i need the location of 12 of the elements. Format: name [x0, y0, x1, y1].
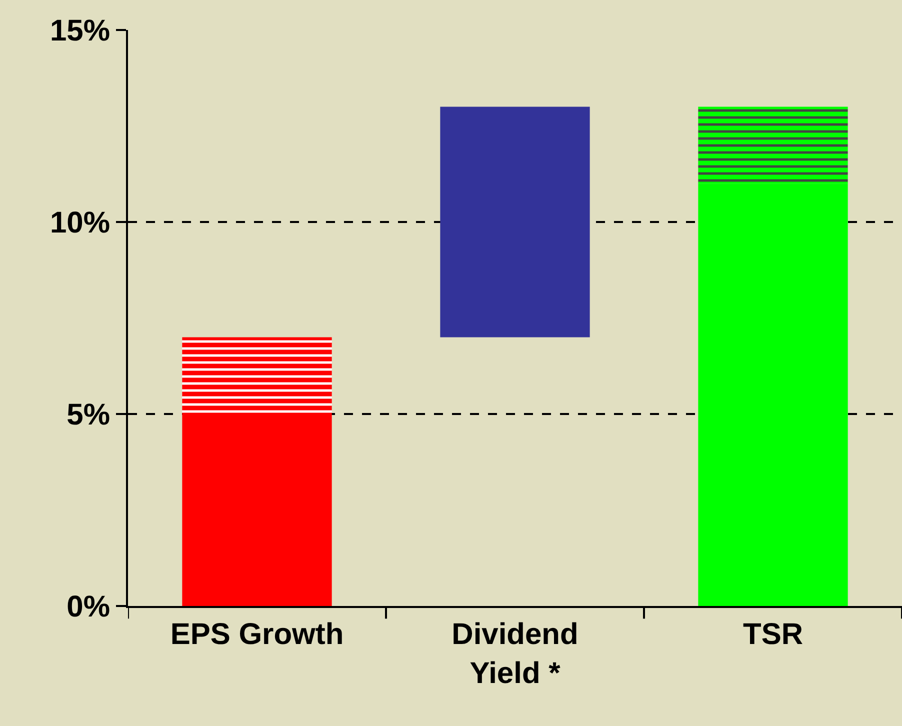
y-tick-label: 10% — [50, 206, 110, 240]
y-tick-label: 5% — [66, 398, 110, 432]
x-tick-label: EPS Growth — [170, 618, 344, 651]
bar — [182, 414, 332, 606]
bar — [440, 106, 590, 338]
bar — [698, 106, 848, 184]
y-tick-label: 0% — [66, 590, 110, 624]
x-tick-label: Dividend Yield * — [452, 618, 578, 690]
bar — [698, 184, 848, 606]
bar — [182, 337, 332, 414]
y-tick-label: 15% — [50, 14, 110, 48]
x-tick-label: TSR — [743, 618, 804, 651]
